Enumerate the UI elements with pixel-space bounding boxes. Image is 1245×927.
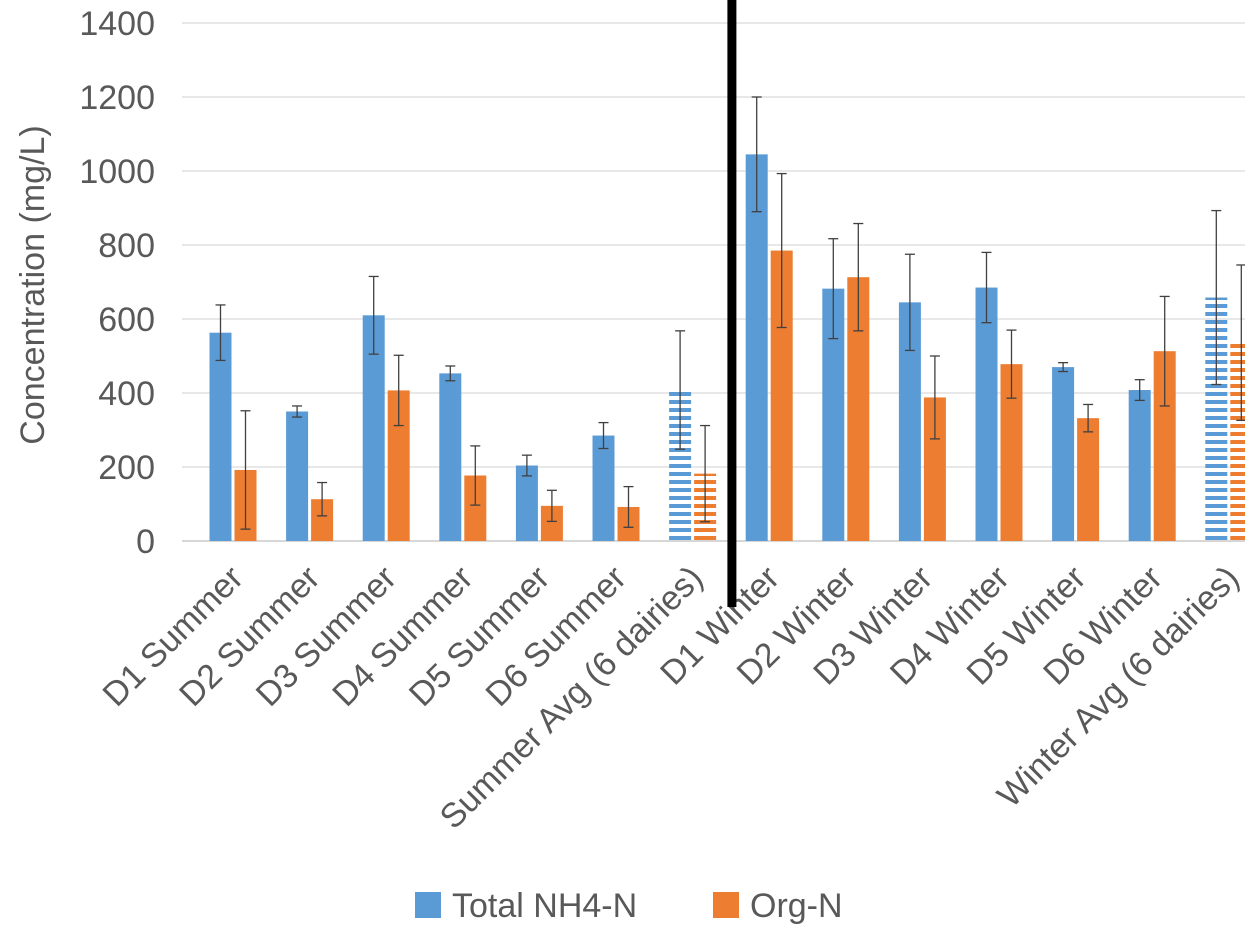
bar — [464, 475, 487, 541]
legend-label: Total NH4-N — [452, 887, 637, 925]
bar — [1052, 367, 1075, 541]
error-bar — [700, 424, 711, 523]
y-tick-label: 800 — [98, 227, 155, 265]
bar — [311, 499, 334, 541]
error-bar — [904, 253, 915, 352]
bar — [822, 288, 845, 541]
error-bar — [1211, 209, 1222, 386]
error-bar — [240, 410, 251, 530]
bar — [745, 154, 768, 541]
bar — [439, 373, 462, 541]
error-bar — [1134, 379, 1145, 402]
error-bar — [317, 481, 328, 517]
legend-swatch — [713, 892, 739, 918]
bar — [923, 397, 946, 541]
error-bar — [368, 275, 379, 355]
error-bar — [546, 489, 557, 523]
error-bar — [1006, 329, 1017, 399]
error-bar — [1083, 403, 1094, 433]
error-bar — [675, 330, 686, 450]
y-tick-label: 0 — [136, 523, 155, 561]
bar — [1000, 364, 1023, 541]
error-bar — [445, 365, 456, 382]
bar — [770, 250, 793, 542]
bar — [515, 465, 538, 541]
error-bar — [853, 222, 864, 332]
error-bar — [215, 304, 226, 362]
bar — [1230, 342, 1245, 541]
y-axis-ticks: 0 200 400 600 800 1000 1200 1400 — [79, 5, 155, 561]
error-bar — [929, 355, 940, 440]
legend: Total NH4-N Org-N — [415, 887, 843, 925]
y-tick-label: 400 — [98, 375, 155, 413]
error-bar — [393, 354, 404, 427]
error-bar — [292, 405, 303, 418]
y-tick-label: 1400 — [79, 5, 155, 43]
error-bar — [776, 172, 787, 329]
y-axis-title: Concentration (mg/L) — [14, 125, 52, 444]
error-bars — [215, 96, 1245, 530]
error-bar — [751, 96, 762, 213]
bar — [592, 435, 615, 541]
y-tick-label: 200 — [98, 449, 155, 487]
bar — [847, 277, 870, 541]
bar — [1128, 390, 1151, 541]
bar — [669, 390, 692, 541]
error-bar — [623, 485, 634, 528]
y-tick-label: 1000 — [79, 153, 155, 191]
bar — [362, 315, 385, 541]
legend-swatch — [415, 892, 441, 918]
error-bar — [598, 421, 609, 450]
y-tick-label: 1200 — [79, 79, 155, 117]
error-bar — [521, 454, 532, 477]
y-tick-label: 600 — [98, 301, 155, 339]
bar — [209, 332, 232, 541]
error-bar — [981, 251, 992, 324]
error-bar — [1159, 295, 1170, 407]
bar — [898, 302, 921, 541]
bar — [1153, 351, 1176, 541]
legend-label: Org-N — [750, 887, 843, 925]
bar — [286, 411, 309, 541]
bar — [540, 505, 563, 541]
bar — [975, 287, 998, 541]
bars — [209, 154, 1245, 542]
error-bar — [1058, 362, 1069, 373]
bar — [1077, 418, 1100, 541]
error-bar — [828, 238, 839, 340]
bar — [387, 390, 410, 541]
bar — [1205, 297, 1228, 541]
gridlines — [182, 22, 1245, 542]
error-bar — [470, 445, 481, 506]
